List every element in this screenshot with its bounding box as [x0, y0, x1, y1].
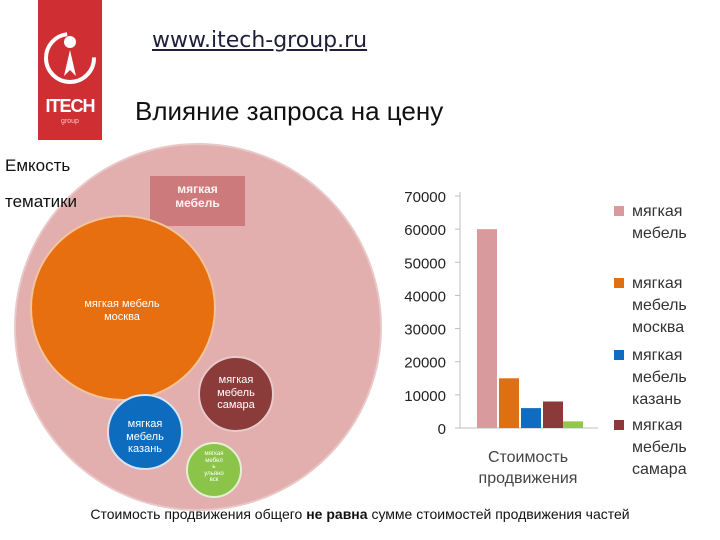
- legend-swatch-3: [614, 350, 624, 360]
- moscow-circle-label: мягкая мебель москва: [84, 298, 160, 323]
- legend-label-2: москва: [632, 319, 684, 336]
- capacity-label-line-1: Емкость: [5, 156, 71, 175]
- bar-3: [521, 408, 541, 428]
- logo-subtext: group: [61, 118, 79, 125]
- ulyanovsk-circle: [186, 442, 242, 498]
- header: [0, 0, 720, 68]
- ulyanovsk-circle-label: мягкая мебел ь ульяно вск: [204, 451, 224, 484]
- legend-label-3: мягкая: [632, 347, 682, 364]
- legend-label-4: самара: [632, 461, 687, 478]
- legend-label-2: мебель: [632, 297, 687, 314]
- bar-5: [563, 421, 583, 428]
- slide-title: Влияние запроса на цену: [135, 96, 444, 126]
- bar-1: [477, 229, 497, 428]
- legend-label-3: мебель: [632, 369, 687, 386]
- bar-4: [543, 401, 563, 428]
- y-tick-label: 60000: [404, 222, 446, 239]
- bar-2: [499, 378, 519, 428]
- itech-logo[interactable]: ITECH group: [38, 0, 102, 140]
- capacity-label-line-2: тематики: [5, 192, 78, 211]
- logo-emblem-icon: [44, 32, 96, 84]
- legend-label-1: мебель: [632, 225, 687, 242]
- y-tick-label: 0: [438, 421, 446, 438]
- samara-circle: [198, 356, 274, 432]
- kazan-circle: [107, 394, 183, 470]
- samara-circle-label: мягкая мебель самара: [217, 374, 255, 412]
- y-tick-label: 40000: [404, 288, 446, 305]
- y-tick-label: 50000: [404, 255, 446, 272]
- x-category-label: продвижения: [479, 470, 578, 487]
- legend-label-4: мебель: [632, 439, 687, 456]
- logo-text: ITECH: [45, 96, 96, 116]
- kazan-circle-label: мягкая мебель казань: [126, 418, 164, 456]
- outer-label-box: [150, 176, 245, 226]
- footer-text-bold: не равна: [306, 506, 368, 522]
- x-category-label: Стоимость: [488, 449, 568, 466]
- y-tick-label: 30000: [404, 322, 446, 339]
- footer-note: Стоимость продвижения общего не равна су…: [0, 506, 720, 522]
- legend-label-3: казань: [632, 391, 681, 408]
- site-url-link[interactable]: www.itech-group.ru: [152, 28, 368, 53]
- legend-swatch-1: [614, 206, 624, 216]
- y-tick-label: 70000: [404, 189, 446, 206]
- y-tick-label: 20000: [404, 355, 446, 372]
- footer-text-after: сумме стоимостей продвижения частей: [371, 506, 630, 522]
- legend-label-4: мягкая: [632, 417, 682, 434]
- y-tick-label: 10000: [404, 388, 446, 405]
- outer-circle-label: мягкая мебель: [175, 182, 220, 210]
- footer-text-before: Стоимость продвижения общего: [90, 506, 303, 522]
- moscow-circle: [30, 215, 216, 401]
- legend-swatch-2: [614, 278, 624, 288]
- legend-label-2: мягкая: [632, 275, 682, 292]
- legend-label-1: мягкая: [632, 203, 682, 220]
- legend-swatch-4: [614, 420, 624, 430]
- capacity-label: Емкость тематики: [5, 148, 77, 220]
